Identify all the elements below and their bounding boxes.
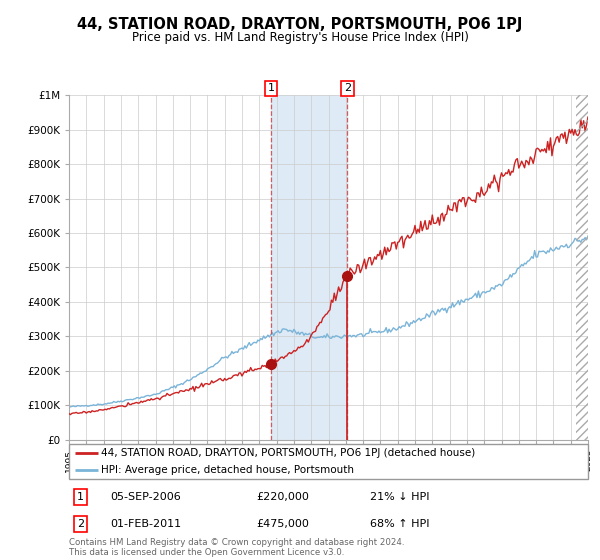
Text: 01-FEB-2011: 01-FEB-2011: [110, 519, 182, 529]
Text: HPI: Average price, detached house, Portsmouth: HPI: Average price, detached house, Port…: [101, 465, 354, 475]
Text: 44, STATION ROAD, DRAYTON, PORTSMOUTH, PO6 1PJ (detached house): 44, STATION ROAD, DRAYTON, PORTSMOUTH, P…: [101, 448, 475, 458]
Text: 68% ↑ HPI: 68% ↑ HPI: [370, 519, 430, 529]
Bar: [576, 95, 588, 440]
Text: 1: 1: [268, 83, 274, 94]
Text: Price paid vs. HM Land Registry's House Price Index (HPI): Price paid vs. HM Land Registry's House …: [131, 31, 469, 44]
Text: Contains HM Land Registry data © Crown copyright and database right 2024.
This d: Contains HM Land Registry data © Crown c…: [69, 538, 404, 557]
Text: 21% ↓ HPI: 21% ↓ HPI: [370, 492, 430, 502]
Text: 44, STATION ROAD, DRAYTON, PORTSMOUTH, PO6 1PJ: 44, STATION ROAD, DRAYTON, PORTSMOUTH, P…: [77, 17, 523, 32]
Text: £475,000: £475,000: [256, 519, 309, 529]
Text: 05-SEP-2006: 05-SEP-2006: [110, 492, 181, 502]
FancyBboxPatch shape: [69, 444, 588, 479]
Text: 2: 2: [344, 83, 351, 94]
Text: 2: 2: [77, 519, 84, 529]
Bar: [271, 95, 347, 440]
Text: £220,000: £220,000: [256, 492, 309, 502]
Text: 1: 1: [77, 492, 84, 502]
